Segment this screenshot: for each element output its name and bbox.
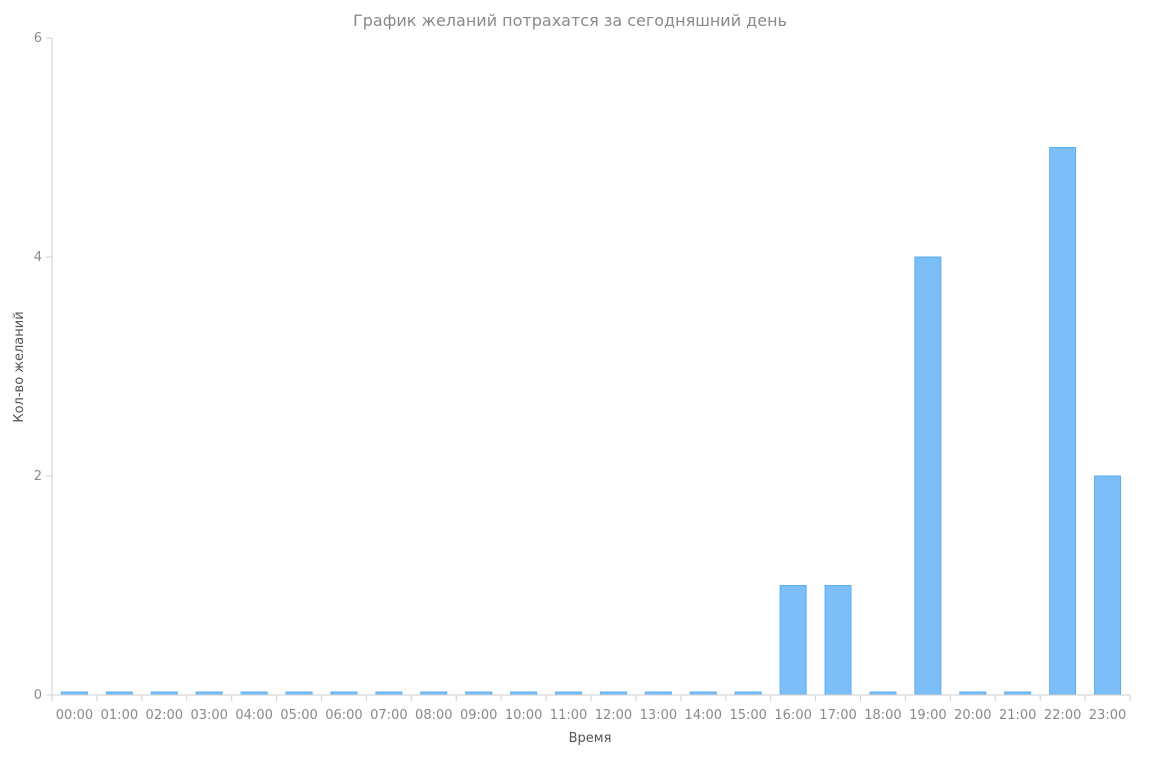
bar-2200 [1049,147,1077,696]
x-tick-label: 07:00 [370,708,407,723]
x-tick-label: 11:00 [550,708,587,723]
bar-1900 [914,256,942,696]
x-tick-label: 19:00 [909,708,946,723]
x-tick-label: 09:00 [460,708,497,723]
x-tick-label: 08:00 [415,708,452,723]
x-tick-label: 18:00 [864,708,901,723]
x-tick-label: 04:00 [235,708,272,723]
x-tick-label: 22:00 [1044,708,1081,723]
y-axis-ticks: 0 2 4 6 [34,31,52,703]
x-tick-label: 03:00 [190,708,227,723]
bar-2300 [1094,475,1122,696]
x-tick-label: 21:00 [999,708,1036,723]
y-tick-label: 6 [34,31,42,46]
bar-1600 [779,585,807,696]
y-axis-title: Кол-во желаний [12,311,27,422]
bar-1700 [824,585,852,696]
x-tick-label: 17:00 [819,708,856,723]
y-tick-label: 2 [34,469,42,484]
y-tick-label: 0 [34,688,42,703]
bars-group [60,147,1122,696]
x-axis-title: Время [569,731,612,746]
x-tick-label: 06:00 [325,708,362,723]
x-tick-label: 16:00 [774,708,811,723]
x-tick-label: 23:00 [1089,708,1126,723]
x-tick-label: 15:00 [729,708,766,723]
x-tick-label: 12:00 [595,708,632,723]
x-tick-label: 01:00 [101,708,138,723]
x-tick-label: 20:00 [954,708,991,723]
x-tick-label: 10:00 [505,708,542,723]
x-tick-label: 02:00 [146,708,183,723]
y-tick-label: 4 [34,250,42,265]
x-tick-label: 00:00 [56,708,93,723]
x-tick-label: 05:00 [280,708,317,723]
x-tick-label: 14:00 [685,708,722,723]
x-tick-label: 13:00 [640,708,677,723]
chart-title: График желаний потрахатся за сегодняшний… [353,11,787,30]
x-axis-ticks: 00:00 01:00 02:00 03:00 04:00 05:00 06:00 07:00… [51,695,1131,723]
